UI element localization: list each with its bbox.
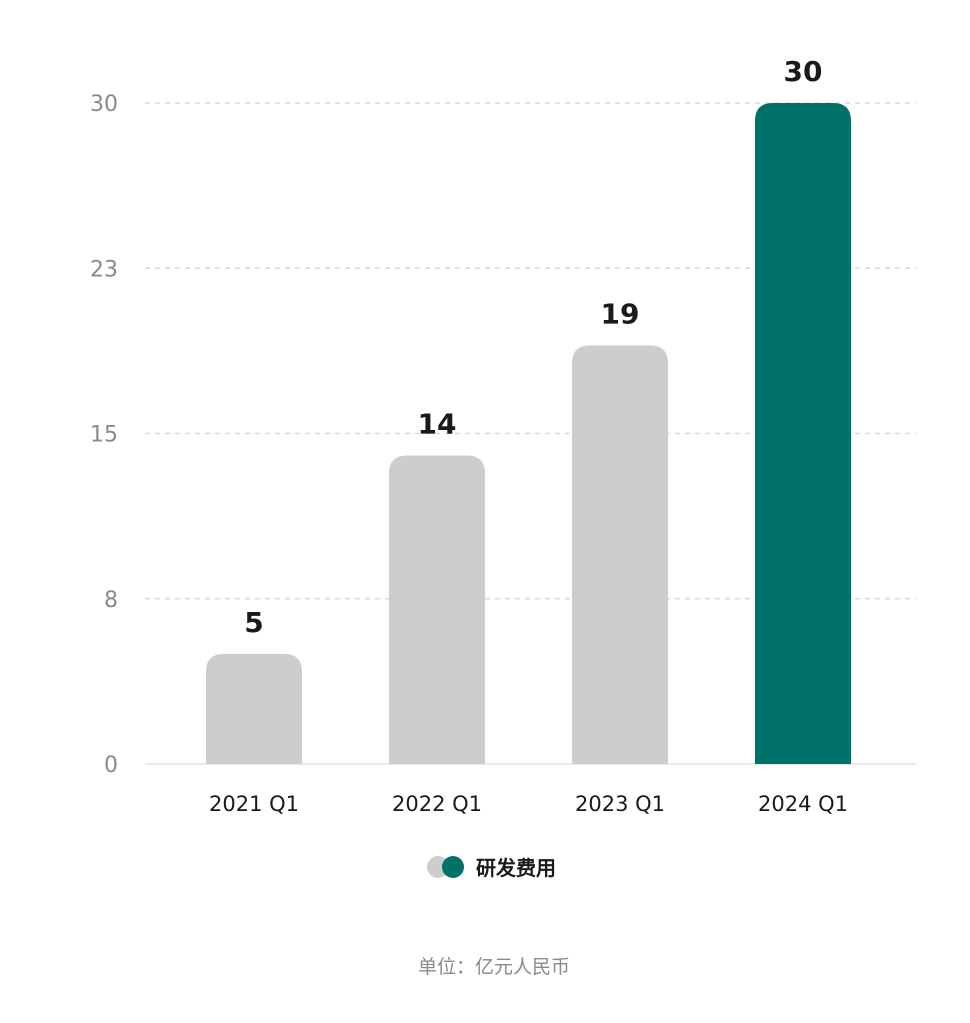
- x-category-label: 2024 Q1: [758, 792, 848, 816]
- x-axis-labels: 2021 Q1 2022 Q1 2023 Q1 2024 Q1: [209, 792, 848, 816]
- unit-note: 单位：亿元人民币: [418, 956, 570, 978]
- y-tick-label: 8: [104, 588, 118, 613]
- bar-2022-q1: [389, 455, 485, 764]
- bars: [206, 103, 851, 764]
- value-label: 14: [418, 408, 457, 441]
- bar-2023-q1: [572, 345, 668, 764]
- y-tick-label: 30: [90, 92, 118, 117]
- y-axis-ticks: 0 8 15 23 30: [90, 92, 118, 778]
- y-tick-label: 23: [90, 257, 118, 282]
- value-label: 30: [784, 55, 823, 88]
- value-label: 19: [601, 297, 640, 330]
- x-category-label: 2021 Q1: [209, 792, 299, 816]
- value-label: 5: [244, 606, 263, 639]
- legend-swatch-green: [442, 856, 464, 878]
- legend-label: 研发费用: [476, 856, 556, 880]
- legend: 研发费用: [427, 856, 556, 880]
- y-tick-label: 0: [104, 753, 118, 778]
- bar-2021-q1: [206, 653, 302, 764]
- y-tick-label: 15: [90, 423, 118, 448]
- x-category-label: 2023 Q1: [575, 792, 665, 816]
- x-category-label: 2022 Q1: [392, 792, 482, 816]
- bar-2024-q1: [755, 103, 851, 764]
- value-labels: 5 14 19 30: [244, 55, 822, 639]
